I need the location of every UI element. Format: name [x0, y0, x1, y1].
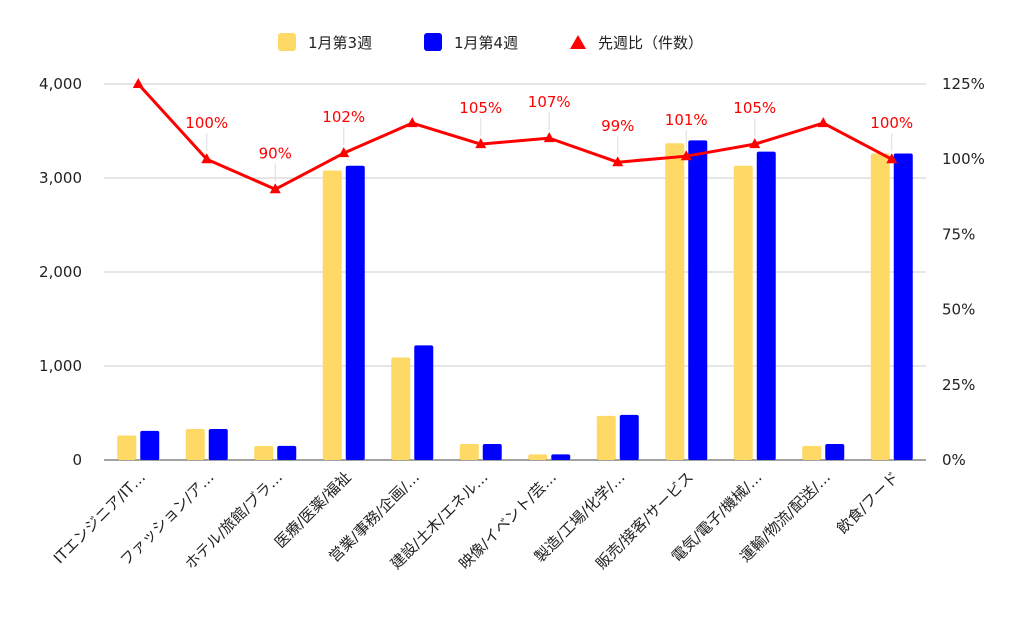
bar-week4	[208, 428, 228, 460]
x-tick-label: 飲食/フード	[833, 468, 902, 537]
y-left-tick-label: 4,000	[39, 75, 82, 93]
bar-week3	[870, 153, 890, 460]
legend: 1月第3週 1月第4週 先週比（件数）	[0, 28, 1024, 56]
bar-week4	[414, 345, 434, 460]
bar-week3	[665, 143, 685, 460]
ratio-marker	[475, 138, 487, 149]
data-label: 105%	[459, 99, 502, 117]
data-label: 101%	[665, 111, 708, 129]
y-right-tick-label: 50%	[942, 301, 975, 319]
ratio-marker	[886, 153, 898, 164]
legend-item-week4[interactable]: 1月第4週	[424, 28, 518, 56]
legend-label-week3: 1月第3週	[308, 33, 373, 52]
bar-week3	[459, 444, 479, 460]
ratio-marker	[269, 183, 281, 194]
bar-week4	[619, 414, 639, 460]
ratio-marker	[680, 150, 692, 161]
bar-week3	[254, 445, 274, 460]
legend-label-ratio: 先週比（件数）	[598, 33, 704, 52]
data-label: 100%	[870, 114, 913, 132]
bar-week4	[482, 444, 502, 460]
data-label: 90%	[259, 144, 292, 162]
bar-week4	[756, 151, 776, 460]
y-left-tick-label: 1,000	[39, 357, 82, 375]
legend-swatch-week3	[278, 33, 296, 51]
legend-item-week3[interactable]: 1月第3週	[278, 28, 372, 56]
bar-week4	[825, 444, 845, 460]
bar-week4	[140, 430, 160, 460]
bar-week4	[551, 454, 571, 460]
data-label: 99%	[601, 117, 634, 135]
ratio-marker	[543, 132, 555, 143]
bar-week3	[528, 454, 548, 460]
y-right-tick-label: 25%	[942, 376, 975, 394]
y-right-tick-label: 125%	[942, 75, 985, 93]
bar-week3	[185, 428, 205, 460]
y-left-tick-label: 2,000	[39, 263, 82, 281]
data-label: 107%	[528, 93, 571, 111]
bar-week3	[117, 435, 137, 460]
bar-week4	[893, 153, 913, 460]
legend-swatch-week4	[424, 33, 442, 51]
ratio-marker	[406, 117, 418, 128]
ratio-marker	[338, 147, 350, 158]
bar-week4	[688, 140, 708, 460]
legend-label-week4: 1月第4週	[454, 33, 519, 52]
y-right-tick-label: 100%	[942, 150, 985, 168]
data-label: 100%	[185, 114, 228, 132]
ratio-marker	[201, 153, 213, 164]
ratio-marker	[749, 138, 761, 149]
legend-item-ratio[interactable]: 先週比（件数）	[570, 28, 703, 56]
bar-week3	[322, 170, 342, 461]
ratio-marker	[132, 78, 144, 88]
ratio-marker	[817, 117, 829, 128]
bar-week3	[802, 445, 822, 460]
y-right-tick-label: 75%	[942, 225, 975, 243]
bar-week4	[277, 445, 297, 460]
ratio-marker	[612, 156, 624, 167]
bar-week4	[345, 165, 365, 460]
bar-week3	[391, 357, 411, 460]
y-left-tick-label: 0	[72, 451, 82, 469]
y-left-tick-label: 3,000	[39, 169, 82, 187]
data-label: 102%	[322, 108, 365, 126]
legend-triangle-icon	[570, 35, 586, 49]
ratio-line	[137, 82, 893, 191]
bar-week3	[733, 165, 753, 460]
y-right-tick-label: 0%	[942, 451, 966, 469]
data-label: 105%	[733, 99, 776, 117]
bar-week3	[596, 415, 616, 460]
